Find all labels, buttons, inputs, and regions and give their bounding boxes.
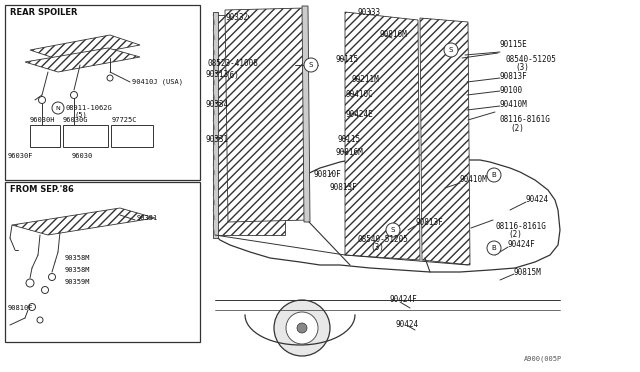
Text: (3): (3) [515, 63, 529, 72]
Text: 90816M: 90816M [380, 30, 408, 39]
Text: 90424: 90424 [395, 320, 418, 329]
Text: 90424: 90424 [526, 195, 549, 204]
Polygon shape [30, 35, 140, 60]
Text: 90331: 90331 [205, 135, 228, 144]
Text: S: S [309, 62, 313, 68]
Circle shape [29, 304, 35, 311]
Text: 08523-41008: 08523-41008 [207, 60, 258, 68]
Polygon shape [345, 12, 420, 260]
Circle shape [487, 241, 501, 255]
Text: (2): (2) [508, 230, 522, 239]
Polygon shape [213, 12, 218, 238]
Text: S: S [449, 47, 453, 53]
Text: 90810F: 90810F [8, 305, 33, 311]
Text: 90813F: 90813F [415, 218, 443, 227]
Bar [5, 5, 200, 180]
Text: 90410C: 90410C [345, 90, 372, 99]
Text: 90115E: 90115E [500, 40, 528, 49]
Text: 96030F: 96030F [8, 153, 33, 159]
Polygon shape [25, 48, 140, 72]
Text: 90410J (USA): 90410J (USA) [132, 79, 183, 85]
Circle shape [274, 300, 330, 356]
Bar [63, 125, 108, 147]
Text: 90333: 90333 [358, 8, 381, 17]
Text: B: B [492, 172, 497, 178]
Text: 90424F: 90424F [508, 240, 536, 249]
Text: (6): (6) [225, 71, 239, 80]
Text: S: S [391, 227, 395, 233]
Text: 90115: 90115 [335, 55, 358, 64]
Circle shape [487, 168, 501, 182]
Circle shape [304, 58, 318, 72]
Text: N: N [56, 106, 60, 110]
Circle shape [297, 323, 307, 333]
Polygon shape [215, 15, 285, 235]
Circle shape [37, 317, 43, 323]
Circle shape [386, 223, 400, 237]
Text: 90410M: 90410M [460, 175, 488, 184]
Text: 90313: 90313 [205, 70, 228, 79]
Text: B: B [492, 245, 497, 251]
Circle shape [286, 312, 318, 344]
Text: 96030G: 96030G [63, 117, 88, 123]
Text: 08116-8161G: 08116-8161G [496, 222, 547, 231]
Text: 90424F: 90424F [390, 295, 418, 304]
Text: 90211M: 90211M [352, 75, 380, 84]
Text: 90100: 90100 [500, 86, 523, 95]
Text: 96030H: 96030H [30, 117, 56, 123]
Bar [111, 125, 153, 147]
Text: 96030: 96030 [72, 153, 93, 159]
Circle shape [52, 102, 64, 114]
Circle shape [70, 92, 77, 99]
Circle shape [38, 96, 45, 103]
Circle shape [26, 279, 34, 287]
Text: 97725C: 97725C [112, 117, 138, 123]
Circle shape [42, 286, 49, 294]
Bar [30, 125, 60, 147]
Bar [5, 182, 200, 342]
Circle shape [107, 75, 113, 81]
Circle shape [49, 273, 56, 280]
Text: FROM SEP.'86: FROM SEP.'86 [10, 185, 74, 194]
Polygon shape [215, 154, 560, 272]
Text: 90816M: 90816M [335, 148, 363, 157]
Text: (3): (3) [370, 243, 384, 252]
Text: 90810F: 90810F [313, 170, 340, 179]
Text: (2): (2) [510, 124, 524, 133]
Text: 90334: 90334 [205, 100, 228, 109]
Text: 08540-51205: 08540-51205 [357, 235, 408, 244]
Text: 90410M: 90410M [500, 100, 528, 109]
Text: 90813F: 90813F [330, 183, 358, 192]
Text: 90331: 90331 [137, 215, 158, 221]
Text: 90424E: 90424E [346, 110, 374, 119]
Text: 90358M: 90358M [65, 255, 90, 261]
Text: 90359M: 90359M [65, 279, 90, 285]
Polygon shape [302, 6, 310, 222]
Polygon shape [225, 8, 308, 222]
Circle shape [444, 43, 458, 57]
Text: 90813F: 90813F [500, 72, 528, 81]
Text: 90815M: 90815M [514, 268, 541, 277]
Text: 90358M: 90358M [65, 267, 90, 273]
Text: 90332: 90332 [225, 13, 248, 22]
Text: 08540-51205: 08540-51205 [505, 55, 556, 64]
Text: (5): (5) [75, 112, 88, 119]
Polygon shape [12, 208, 155, 235]
Text: A900(005P: A900(005P [524, 356, 562, 362]
Text: 08911-1062G: 08911-1062G [66, 105, 113, 111]
Text: 90115: 90115 [338, 135, 361, 144]
Text: REAR SPOILER: REAR SPOILER [10, 8, 77, 17]
Polygon shape [420, 18, 470, 265]
Text: 08116-8161G: 08116-8161G [500, 115, 551, 124]
